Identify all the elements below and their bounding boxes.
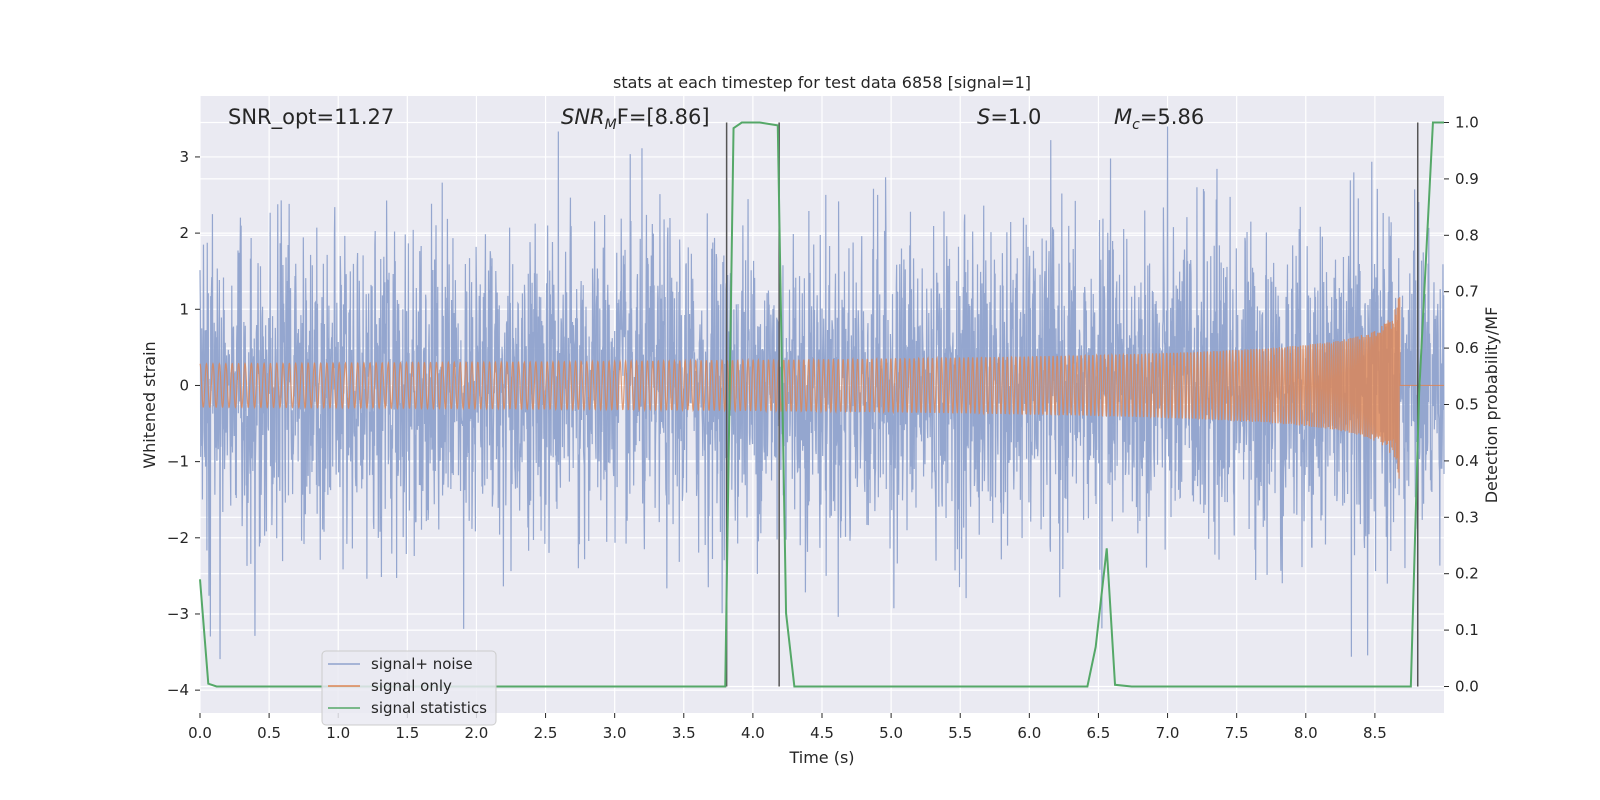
x-tick-label: 8.5 (1363, 724, 1387, 742)
x-tick-label: 0.0 (188, 724, 212, 742)
series-signal-only-line (199, 297, 1444, 479)
x-tick-label: 7.0 (1156, 724, 1180, 742)
legend-label-signal-statistics: signal statistics (371, 699, 487, 717)
y-tick-label: 0 (179, 376, 189, 394)
annotation-s: S=1.0 (977, 105, 1041, 129)
y-tick-label: 1 (179, 300, 189, 318)
y-tick-label: 3 (179, 148, 189, 166)
x-tick-label: 6.0 (1017, 724, 1041, 742)
y2-tick-label: 0.9 (1455, 170, 1479, 188)
x-axis-ticks: 0.0 0.5 1.0 1.5 2.0 2.5 3.0 3.5 4.0 4.5 5.0 5.5 6.0 6… (188, 713, 1387, 742)
y-tick-label: −3 (167, 605, 189, 623)
y-tick-label: −1 (167, 453, 189, 471)
signal-series (199, 297, 1444, 479)
y2-tick-label: 0.5 (1455, 396, 1479, 414)
y2-axis-ticks: 1.0 0.9 0.8 0.7 0.6 0.5 0.4 0.3 0.2 0.1 0.0 (1444, 114, 1479, 695)
y2-tick-label: 0.4 (1455, 452, 1479, 470)
x-tick-label: 2.5 (534, 724, 558, 742)
y2-tick-label: 0.6 (1455, 339, 1479, 357)
x-tick-label: 3.5 (672, 724, 696, 742)
statistics-series (199, 121, 1444, 688)
y-axis-ticks: 3 2 1 0 −1 −2 −3 −4 (167, 148, 200, 699)
chart-title: stats at each timestep for test data 685… (613, 73, 1031, 92)
noise-series (199, 126, 1445, 660)
y-tick-label: −2 (167, 529, 189, 547)
series-signal-statistics-line (199, 121, 1444, 688)
y2-tick-label: 0.3 (1455, 508, 1479, 526)
annotation-mc: Mc=5.86 (1114, 105, 1204, 133)
x-tick-label: 3.0 (603, 724, 627, 742)
annotation-snr-mf: SNRMF=[8.86] (561, 105, 710, 133)
x-axis-label: Time (s) (788, 748, 854, 767)
x-tick-label: 4.5 (810, 724, 834, 742)
legend-box (321, 650, 497, 726)
y2-tick-label: 0.8 (1455, 226, 1479, 244)
x-tick-label: 0.5 (257, 724, 281, 742)
x-tick-label: 4.0 (741, 724, 765, 742)
y2-tick-label: 1.0 (1455, 114, 1479, 132)
x-tick-label: 8.0 (1294, 724, 1318, 742)
legend-label-signal-only: signal only (371, 677, 452, 695)
y-tick-label: −4 (167, 681, 189, 699)
y2-axis-label: Detection probability/MF (1482, 307, 1501, 504)
y2-tick-label: 0.2 (1455, 565, 1479, 583)
x-tick-label: 2.0 (465, 724, 489, 742)
x-tick-label: 5.0 (879, 724, 903, 742)
y-axis-label: Whitened strain (140, 341, 159, 468)
x-tick-label: 5.5 (948, 724, 972, 742)
legend: signal+ noise signal only signal statist… (321, 650, 497, 726)
annotation-snr-opt: SNR_opt=11.27 (228, 105, 394, 130)
x-tick-label: 1.5 (395, 724, 419, 742)
y-tick-label: 2 (179, 224, 189, 242)
y2-tick-label: 0.7 (1455, 283, 1479, 301)
legend-label-signal-noise: signal+ noise (371, 655, 473, 673)
y2-tick-label: 0.0 (1455, 677, 1479, 695)
x-tick-label: 6.5 (1087, 724, 1111, 742)
x-tick-label: 1.0 (326, 724, 350, 742)
series-signal-noise-line (199, 126, 1445, 660)
x-tick-label: 7.5 (1225, 724, 1249, 742)
y2-tick-label: 0.1 (1455, 621, 1479, 639)
